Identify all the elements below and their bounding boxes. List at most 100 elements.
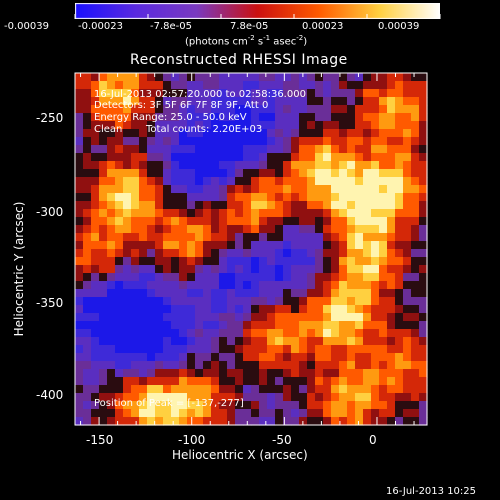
y-axis-label: Heliocentric Y (arcsec) [12,201,26,337]
heatmap-cell [331,265,340,274]
heatmap-cell [323,329,332,338]
heatmap-cell [395,73,404,82]
heatmap-cell [323,225,332,234]
heatmap-cell [179,377,188,386]
heatmap-cell [403,305,412,314]
heatmap-cell [123,193,132,202]
heatmap-cell [395,145,404,154]
heatmap-cell [235,265,244,274]
heatmap-cell [363,313,372,322]
heatmap-cell [227,209,236,218]
heatmap-cell [139,289,148,298]
heatmap-cell [139,329,148,338]
heatmap-cell [315,385,324,394]
heatmap-cell [291,401,300,410]
heatmap-cell [379,337,388,346]
heatmap-cell [411,353,420,362]
heatmap-cell [315,121,324,130]
heatmap-cell [195,297,204,306]
heatmap-cell [355,145,364,154]
heatmap-cell [171,81,180,90]
heatmap-cell [315,225,324,234]
heatmap-cell [83,145,92,154]
heatmap-cell [115,153,124,162]
heatmap-cell [419,329,428,338]
heatmap-cell [299,193,308,202]
heatmap-cell [291,361,300,370]
heatmap-cell [419,233,428,242]
heatmap-cell [139,241,148,250]
heatmap-cell [315,329,324,338]
heatmap-cell [347,177,356,186]
heatmap-cell [379,217,388,226]
heatmap-cell [371,89,380,98]
heatmap-cell [291,321,300,330]
heatmap-cell [363,81,372,90]
heatmap-cell [363,401,372,410]
heatmap-cell [267,161,276,170]
heatmap-cell [123,305,132,314]
heatmap-cell [91,337,100,346]
heatmap-cell [203,401,212,410]
heatmap-cell [179,105,188,114]
heatmap-cell [131,161,140,170]
heatmap-cell [235,417,244,426]
heatmap-cell [155,105,164,114]
heatmap-cell [403,121,412,130]
heatmap-cell [259,353,268,362]
heatmap-cell [267,233,276,242]
heatmap-cell [75,385,84,394]
heatmap-cell [259,273,268,282]
heatmap-cell [275,137,284,146]
heatmap-cell [187,97,196,106]
heatmap-cell [419,377,428,386]
heatmap-cell [83,177,92,186]
heatmap-cell [307,105,316,114]
heatmap-cell [347,137,356,146]
heatmap-cell [203,361,212,370]
heatmap-cell [267,409,276,418]
heatmap-cell [379,129,388,138]
heatmap-cell [379,201,388,210]
heatmap-cell [307,393,316,402]
heatmap-cell [235,401,244,410]
heatmap-cell [131,401,140,410]
heatmap-cell [203,321,212,330]
heatmap-cell [307,225,316,234]
heatmap-cell [83,81,92,90]
heatmap-cell [315,409,324,418]
heatmap-cell [235,233,244,242]
heatmap-cell [251,89,260,98]
heatmap-cell [323,241,332,250]
heatmap-cell [235,105,244,114]
heatmap-cell [259,257,268,266]
heatmap-cell [411,185,420,194]
heatmap-cell [203,241,212,250]
heatmap-cell [251,161,260,170]
heatmap-cell [123,297,132,306]
heatmap-cell [243,281,252,290]
heatmap-cell [235,289,244,298]
heatmap-cell [331,401,340,410]
heatmap-cell [211,121,220,130]
heatmap-cell [395,281,404,290]
heatmap-cell [387,209,396,218]
heatmap-cell [243,73,252,82]
heatmap-cell [387,281,396,290]
heatmap-cell [355,209,364,218]
heatmap-cell [155,377,164,386]
heatmap-cell [195,393,204,402]
heatmap-cell [283,225,292,234]
heatmap-cell [91,369,100,378]
heatmap-cell [259,81,268,90]
heatmap-cell [419,217,428,226]
heatmap-cell [283,321,292,330]
heatmap-cell [243,209,252,218]
heatmap-cell [131,353,140,362]
heatmap-cell [187,321,196,330]
heatmap-cell [243,249,252,258]
heatmap-cell [203,129,212,138]
heatmap-cell [275,345,284,354]
heatmap-cell [267,73,276,82]
heatmap-cell [139,297,148,306]
